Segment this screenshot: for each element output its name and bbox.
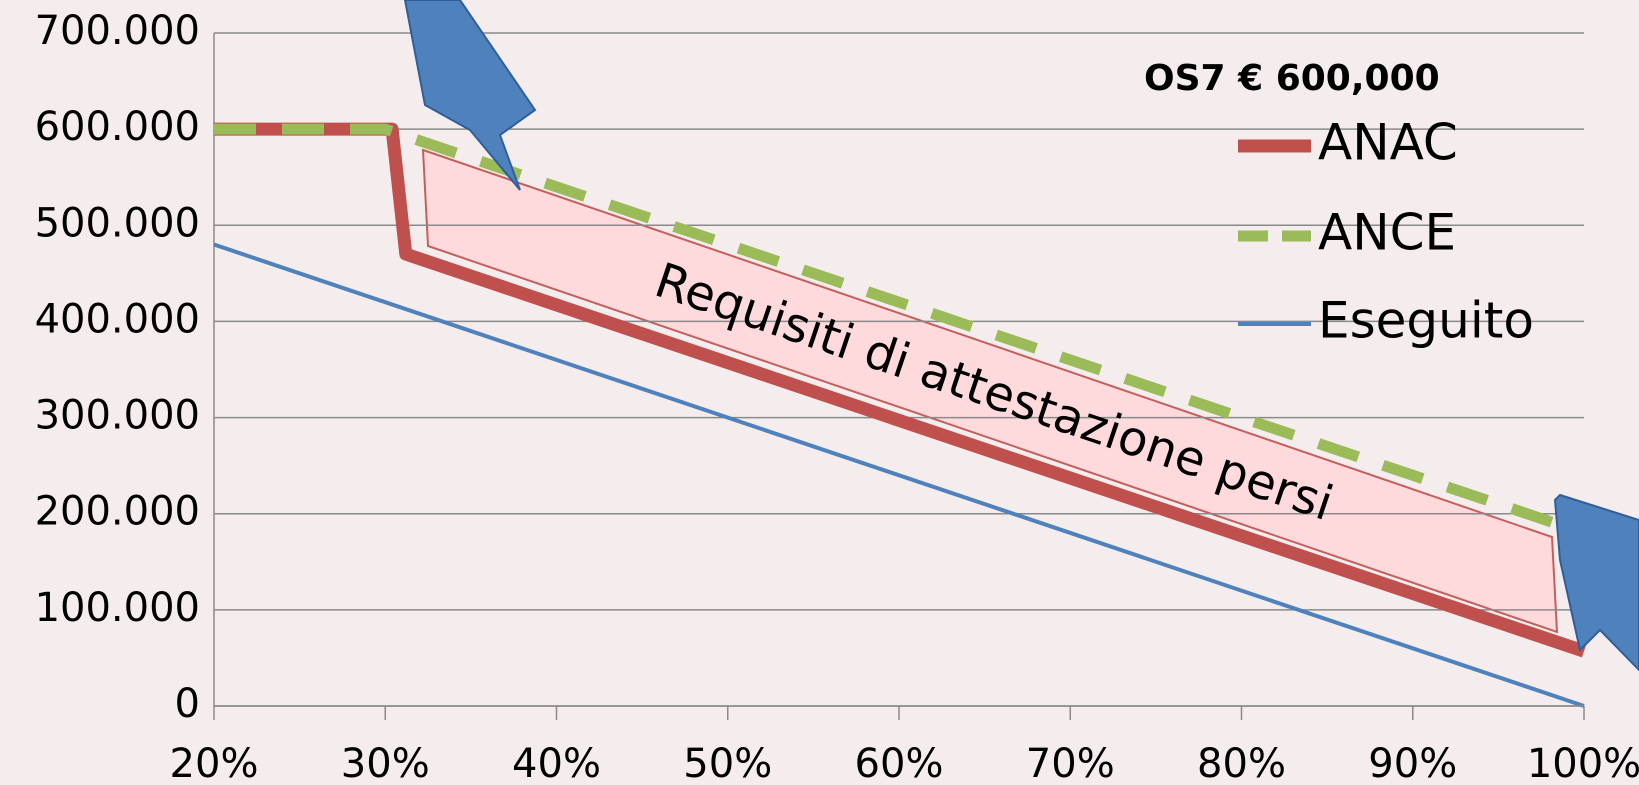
x-tick-label: 80% bbox=[1197, 741, 1286, 785]
legend-item: ANCE bbox=[1238, 204, 1456, 262]
chart: 0 100.000 200.000 300.000 400.000 500.000 600.… bbox=[0, 0, 1639, 785]
y-tick-label: 200.000 bbox=[35, 489, 200, 535]
legend-item: Eseguito bbox=[1238, 292, 1534, 350]
y-tick-label: 600.000 bbox=[35, 104, 200, 150]
y-tick-label: 500.000 bbox=[35, 200, 200, 246]
y-tick-label: 100.000 bbox=[35, 585, 200, 631]
legend-label: Eseguito bbox=[1318, 292, 1534, 350]
x-tick-label: 100% bbox=[1527, 741, 1639, 785]
x-tick-label: 50% bbox=[683, 741, 772, 785]
annotation: Requisiti di attestazione persi bbox=[648, 252, 1340, 532]
y-tick-label: 0 bbox=[175, 681, 200, 727]
x-tick-label: 40% bbox=[512, 741, 601, 785]
x-tick-label: 20% bbox=[170, 741, 259, 785]
legend-title: OS7 € 600,000 bbox=[1144, 58, 1440, 99]
y-tick-label: 400.000 bbox=[35, 296, 200, 342]
x-tick-label: 30% bbox=[341, 741, 430, 785]
legend-label: ANAC bbox=[1318, 114, 1458, 172]
y-tick-label: 700.000 bbox=[35, 8, 200, 54]
legend-label: ANCE bbox=[1318, 204, 1456, 262]
legend-item: ANAC bbox=[1238, 114, 1458, 172]
x-tick-label: 60% bbox=[855, 741, 944, 785]
x-tick-label: 70% bbox=[1026, 741, 1115, 785]
x-tick-label: 90% bbox=[1368, 741, 1457, 785]
y-tick-label: 300.000 bbox=[35, 393, 200, 439]
